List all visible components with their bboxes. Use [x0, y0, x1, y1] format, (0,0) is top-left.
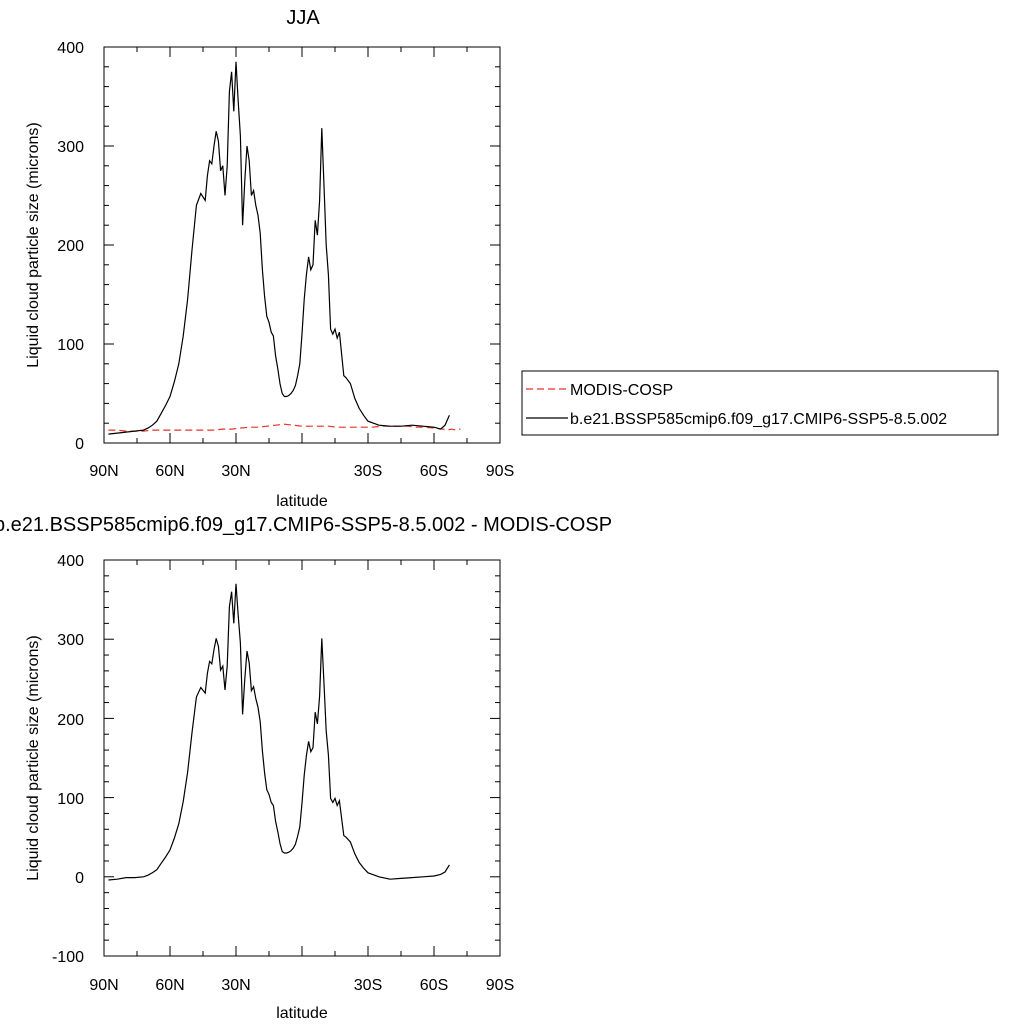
x-tick-label: 30S [354, 977, 382, 994]
chart-title-bottom: b.e21.BSSP585cmip6.f09_g17.CMIP6-SSP5-8.… [0, 514, 612, 536]
plot-frame-bottom [103, 559, 501, 957]
y-tick-labels-top: 0 100 200 300 400 [57, 40, 84, 453]
legend-box [521, 370, 999, 436]
y-tick-label: 300 [57, 632, 84, 649]
series-line-model [108, 61, 450, 435]
x-tick-label: 30N [221, 977, 250, 994]
y-tick-label: 400 [57, 40, 84, 57]
curves-bottom [108, 583, 450, 881]
y-tick-label: 200 [57, 238, 84, 255]
x-axis-label-bottom: latitude [276, 1005, 328, 1022]
y-axis-label-bottom: Liquid cloud particle size (microns) [25, 635, 42, 880]
legend-label-modis-cosp: MODIS-COSP [570, 382, 673, 399]
legend: MODIS-COSP b.e21.BSSP585cmip6.f09_g17.CM… [521, 370, 999, 436]
y-tick-label: -100 [52, 949, 84, 966]
x-tick-label: 90N [89, 463, 118, 480]
x-tick-label: 60S [420, 977, 448, 994]
x-tick-label: 30N [221, 463, 250, 480]
x-tick-label: 60S [420, 463, 448, 480]
y-tick-label: 100 [57, 337, 84, 354]
y-tick-label: 400 [57, 553, 84, 570]
y-axis-label-top: Liquid cloud particle size (microns) [25, 122, 42, 367]
x-tick-label: 90S [486, 463, 514, 480]
x-tick-label: 90N [89, 977, 118, 994]
axis-ticks-top [103, 46, 501, 444]
x-tick-label: 60N [155, 977, 184, 994]
curves-top [108, 61, 461, 435]
y-tick-label: 200 [57, 712, 84, 729]
series-line-difference [108, 583, 450, 881]
legend-label-model: b.e21.BSSP585cmip6.f09_g17.CMIP6-SSP5-8.… [570, 411, 947, 428]
chart-title-top: JJA [286, 7, 320, 29]
y-tick-label: 100 [57, 791, 84, 808]
x-tick-labels-bottom: 90N 60N 30N 30S 60S 90S [89, 977, 514, 994]
x-tick-label: 90S [486, 977, 514, 994]
panel-top: JJA 90N 60N 30N 30S 60S 90S 0 100 200 30… [25, 7, 999, 510]
x-tick-label: 60N [155, 463, 184, 480]
axis-ticks-bottom [103, 559, 501, 957]
x-tick-label: 30S [354, 463, 382, 480]
x-axis-label-top: latitude [276, 493, 328, 510]
y-tick-label: 0 [75, 870, 84, 887]
x-tick-labels-top: 90N 60N 30N 30S 60S 90S [89, 463, 514, 480]
y-tick-label: 0 [75, 436, 84, 453]
plot-frame-top [103, 46, 501, 444]
y-tick-labels-bottom: -100 0 100 200 300 400 [52, 553, 84, 966]
series-line-modis-cosp [108, 423, 461, 432]
panel-bottom: b.e21.BSSP585cmip6.f09_g17.CMIP6-SSP5-8.… [0, 514, 612, 1022]
y-tick-label: 300 [57, 139, 84, 156]
